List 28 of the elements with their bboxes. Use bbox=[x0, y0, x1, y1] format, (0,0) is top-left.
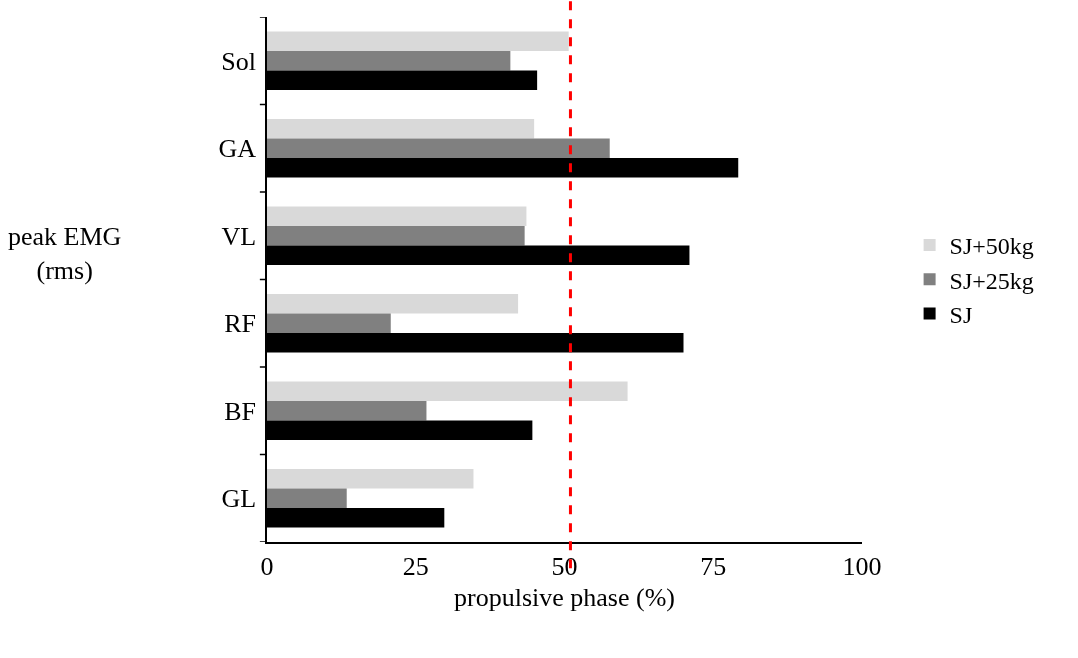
y-tick-label: GL bbox=[221, 484, 257, 514]
bar bbox=[267, 313, 391, 334]
x-axis-title: propulsive phase (%) bbox=[454, 583, 675, 613]
bar bbox=[267, 225, 525, 246]
bar bbox=[267, 31, 569, 51]
bar bbox=[267, 118, 535, 139]
x-tick-label: 50 bbox=[551, 551, 578, 581]
y-tick-label: BF bbox=[224, 396, 257, 426]
y-tick-label: VL bbox=[221, 221, 257, 251]
bar bbox=[267, 293, 519, 314]
bar bbox=[267, 50, 511, 71]
legend-label: SJ bbox=[949, 301, 973, 328]
x-tick-label: 25 bbox=[402, 551, 429, 581]
bar bbox=[267, 381, 628, 401]
x-tick-label: 100 bbox=[842, 551, 882, 581]
x-tick-label: 75 bbox=[700, 551, 727, 581]
bar bbox=[267, 138, 610, 159]
bar bbox=[267, 488, 347, 509]
y-tick-label: GA bbox=[218, 134, 257, 164]
legend-label: SJ+25kg bbox=[949, 267, 1034, 294]
x-tick-label: 0 bbox=[260, 551, 274, 581]
bar bbox=[267, 400, 427, 421]
y-tick-label: Sol bbox=[221, 46, 257, 76]
y-tick-label: RF bbox=[224, 309, 257, 339]
bar bbox=[267, 206, 527, 226]
bar bbox=[267, 468, 474, 489]
y-axis-title: peak EMG (rms) bbox=[8, 222, 122, 285]
legend-label: SJ+50kg bbox=[949, 233, 1034, 260]
